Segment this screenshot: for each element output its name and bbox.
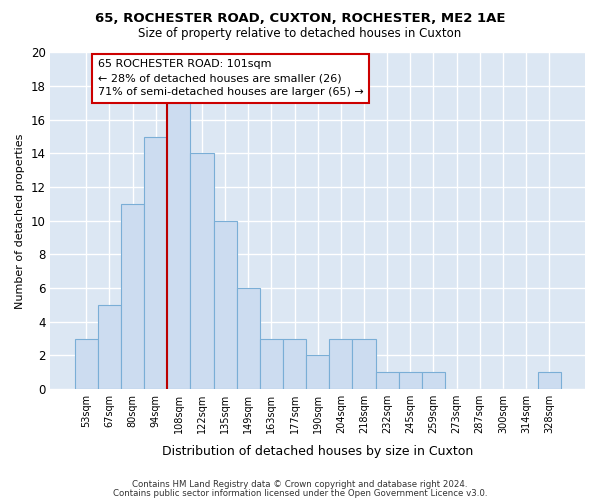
Bar — [399, 372, 422, 389]
Bar — [121, 204, 144, 389]
Bar — [260, 338, 283, 389]
Bar — [422, 372, 445, 389]
Bar — [167, 103, 190, 389]
Bar — [283, 338, 306, 389]
Bar — [144, 136, 167, 389]
Bar — [190, 154, 214, 389]
Bar — [237, 288, 260, 389]
Bar — [538, 372, 561, 389]
X-axis label: Distribution of detached houses by size in Cuxton: Distribution of detached houses by size … — [162, 444, 473, 458]
Text: 65 ROCHESTER ROAD: 101sqm
← 28% of detached houses are smaller (26)
71% of semi-: 65 ROCHESTER ROAD: 101sqm ← 28% of detac… — [98, 59, 364, 97]
Text: Contains public sector information licensed under the Open Government Licence v3: Contains public sector information licen… — [113, 488, 487, 498]
Text: 65, ROCHESTER ROAD, CUXTON, ROCHESTER, ME2 1AE: 65, ROCHESTER ROAD, CUXTON, ROCHESTER, M… — [95, 12, 505, 26]
Bar — [214, 221, 237, 389]
Bar — [352, 338, 376, 389]
Text: Size of property relative to detached houses in Cuxton: Size of property relative to detached ho… — [139, 28, 461, 40]
Y-axis label: Number of detached properties: Number of detached properties — [15, 133, 25, 308]
Bar — [98, 305, 121, 389]
Bar — [376, 372, 399, 389]
Bar — [75, 338, 98, 389]
Text: Contains HM Land Registry data © Crown copyright and database right 2024.: Contains HM Land Registry data © Crown c… — [132, 480, 468, 489]
Bar — [329, 338, 352, 389]
Bar — [306, 356, 329, 389]
